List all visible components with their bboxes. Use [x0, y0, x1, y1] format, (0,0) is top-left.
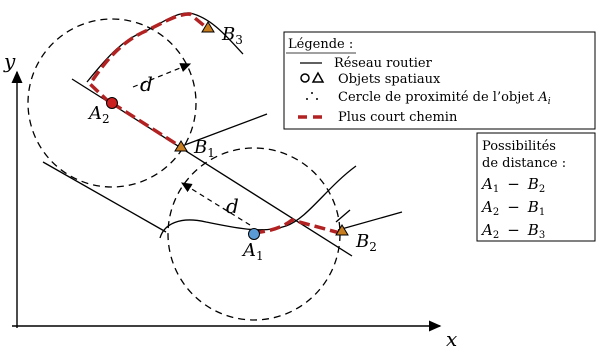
point-a2	[106, 97, 118, 109]
legend-objects-label: Objets spatiaux	[338, 72, 441, 87]
point-a1	[248, 228, 260, 240]
distance-pair-1: A1− B2	[480, 175, 545, 195]
legend-dots-symbol	[306, 92, 318, 100]
x-axis-label: x	[446, 327, 457, 351]
distance-arrow-bottom	[180, 182, 251, 226]
distance-title-2: de distance :	[482, 156, 566, 171]
legend-circle-label: Cercle de proximité de l’objet Ai	[338, 90, 551, 107]
proximity-circle-a2	[27, 18, 197, 188]
road-upper-curve	[86, 12, 244, 83]
legend-road-label: Réseau routier	[334, 56, 433, 71]
road-b2-stub	[335, 209, 351, 223]
distance-title-1: Possibilités	[482, 139, 556, 154]
legend-path-label: Plus court chemin	[338, 110, 458, 125]
triangle-b2	[335, 224, 349, 236]
distance-arrow-top	[132, 63, 192, 88]
legend-title: Légende :	[288, 37, 353, 52]
distance-pair-2: A2− B1	[480, 198, 545, 218]
distance-box: Possibilités de distance : A1− B2 A2− B1 A…	[476, 132, 596, 242]
road-b1-branch	[181, 113, 268, 147]
road-lower-curve	[159, 165, 357, 239]
legend-frame	[283, 31, 596, 130]
label-b1: B1	[193, 137, 215, 160]
label-b2: B2	[355, 231, 377, 254]
shortest-path-a2-b1	[111, 101, 182, 149]
distance-label-bottom: d	[226, 194, 239, 218]
label-a1: A1	[241, 240, 264, 263]
distance-pair-3: A2− B3	[480, 221, 545, 241]
distance-label-top: d	[140, 72, 153, 96]
triangle-b1	[174, 140, 188, 152]
legend-circle-symbol	[300, 73, 310, 83]
legend: Légende : Réseau routier Objets spatiaux…	[283, 31, 596, 130]
road-b2-branch	[337, 211, 403, 231]
label-a2: A2	[87, 103, 110, 126]
triangle-b3	[201, 21, 215, 33]
road-left-diagonal	[42, 161, 167, 233]
distance-box-frame	[476, 132, 596, 242]
legend-triangle-symbol	[311, 71, 325, 83]
label-b3: B3	[221, 24, 243, 47]
y-axis-label: y	[3, 49, 16, 73]
shortest-path-a2-b3	[87, 12, 209, 105]
